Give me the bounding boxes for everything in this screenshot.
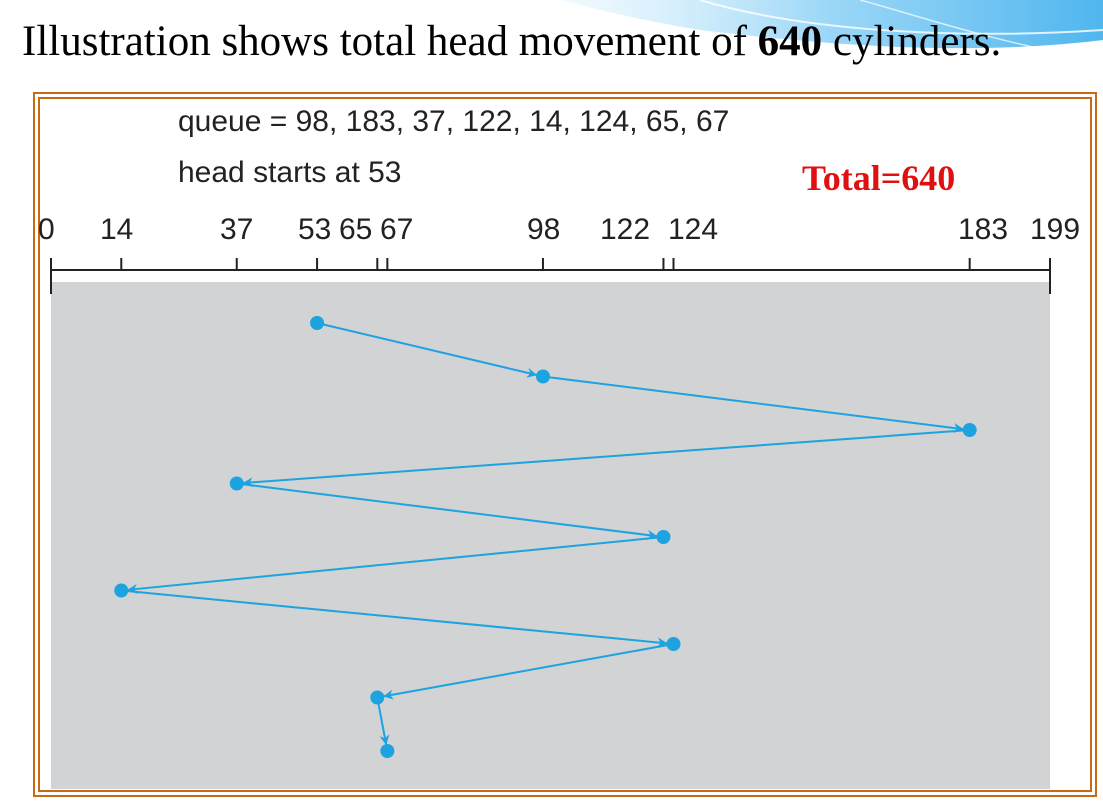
- path-segment-1: [316, 322, 538, 378]
- tick-label-98: 98: [527, 213, 560, 246]
- headline-bold-value: 640: [757, 18, 823, 65]
- head-position-point-37: [229, 476, 244, 491]
- tick-label-122: 122: [600, 213, 650, 246]
- path-segment-4: [236, 482, 658, 540]
- path-segment-6: [121, 589, 668, 648]
- head-position-point-65: [370, 690, 385, 705]
- tick-label-199: 199: [1030, 213, 1080, 246]
- path-segment-2: [542, 375, 964, 433]
- head-position-point-53: [310, 316, 325, 330]
- path-segment-8: [376, 697, 390, 746]
- frame-inner-border: [38, 97, 1092, 792]
- head-position-point-124: [666, 637, 681, 651]
- headline-suffix: cylinders.: [822, 18, 1002, 65]
- head-position-point-67: [380, 744, 395, 758]
- frame-outer-border: [33, 92, 1097, 797]
- tick-label-67: 67: [380, 213, 413, 246]
- tick-label-124: 124: [668, 213, 718, 246]
- tick-label-37: 37: [220, 213, 253, 246]
- head-start-label: head starts at 53: [178, 156, 401, 189]
- head-movement-path: [114, 316, 977, 758]
- head-position-point-183: [962, 423, 977, 437]
- axis-ticks: 0 14 37 53 65 67 98 122 124 183 199: [38, 213, 1080, 294]
- tick-label-14: 14: [100, 213, 133, 246]
- tick-label-65: 65: [339, 213, 372, 246]
- plot-area: [51, 282, 1050, 789]
- tick-label-183: 183: [958, 213, 1008, 246]
- path-segment-5: [127, 536, 664, 594]
- headline-prefix: Illustration shows total head movement o…: [22, 18, 758, 65]
- head-position-point-98: [535, 369, 550, 384]
- path-segment-7: [383, 643, 674, 700]
- total-label: Total=640: [802, 158, 955, 198]
- path-segment-3: [242, 429, 970, 488]
- tick-label-0: 0: [38, 213, 55, 246]
- queue-label: queue = 98, 183, 37, 122, 14, 124, 65, 6…: [178, 105, 729, 138]
- tick-label-53: 53: [298, 213, 331, 246]
- head-position-point-14: [114, 583, 129, 598]
- head-position-point-122: [656, 530, 671, 544]
- slide-headline: Illustration shows total head movement o…: [22, 14, 1097, 70]
